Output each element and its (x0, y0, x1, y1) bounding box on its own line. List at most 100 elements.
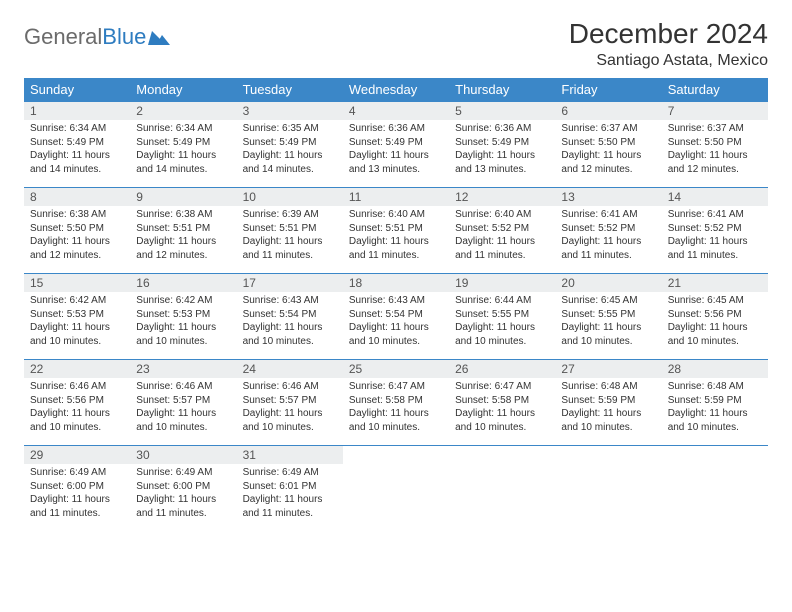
day-number: 7 (662, 102, 768, 120)
weekday-header: Saturday (662, 78, 768, 102)
day-details: Sunrise: 6:47 AMSunset: 5:58 PMDaylight:… (449, 378, 555, 438)
day-details: Sunrise: 6:40 AMSunset: 5:52 PMDaylight:… (449, 206, 555, 266)
empty-cell (449, 446, 555, 532)
calendar-table: SundayMondayTuesdayWednesdayThursdayFrid… (24, 78, 768, 532)
day-number: 26 (449, 360, 555, 378)
day-cell: 22Sunrise: 6:46 AMSunset: 5:56 PMDayligh… (24, 360, 130, 446)
day-cell: 16Sunrise: 6:42 AMSunset: 5:53 PMDayligh… (130, 274, 236, 360)
day-details: Sunrise: 6:41 AMSunset: 5:52 PMDaylight:… (555, 206, 661, 266)
day-cell: 6Sunrise: 6:37 AMSunset: 5:50 PMDaylight… (555, 102, 661, 188)
day-cell: 9Sunrise: 6:38 AMSunset: 5:51 PMDaylight… (130, 188, 236, 274)
day-number: 29 (24, 446, 130, 464)
day-number: 14 (662, 188, 768, 206)
day-details: Sunrise: 6:42 AMSunset: 5:53 PMDaylight:… (130, 292, 236, 352)
day-cell: 11Sunrise: 6:40 AMSunset: 5:51 PMDayligh… (343, 188, 449, 274)
month-title: December 2024 (569, 18, 768, 50)
day-details: Sunrise: 6:36 AMSunset: 5:49 PMDaylight:… (343, 120, 449, 180)
weekday-header: Wednesday (343, 78, 449, 102)
day-cell: 28Sunrise: 6:48 AMSunset: 5:59 PMDayligh… (662, 360, 768, 446)
day-cell: 23Sunrise: 6:46 AMSunset: 5:57 PMDayligh… (130, 360, 236, 446)
day-details: Sunrise: 6:49 AMSunset: 6:00 PMDaylight:… (24, 464, 130, 524)
day-cell: 19Sunrise: 6:44 AMSunset: 5:55 PMDayligh… (449, 274, 555, 360)
day-details: Sunrise: 6:43 AMSunset: 5:54 PMDaylight:… (343, 292, 449, 352)
calendar-page: GeneralBlue December 2024 Santiago Astat… (0, 0, 792, 542)
day-details: Sunrise: 6:49 AMSunset: 6:01 PMDaylight:… (237, 464, 343, 524)
day-cell: 12Sunrise: 6:40 AMSunset: 5:52 PMDayligh… (449, 188, 555, 274)
day-details: Sunrise: 6:46 AMSunset: 5:57 PMDaylight:… (237, 378, 343, 438)
day-details: Sunrise: 6:37 AMSunset: 5:50 PMDaylight:… (662, 120, 768, 180)
day-cell: 27Sunrise: 6:48 AMSunset: 5:59 PMDayligh… (555, 360, 661, 446)
day-details: Sunrise: 6:45 AMSunset: 5:55 PMDaylight:… (555, 292, 661, 352)
day-number: 3 (237, 102, 343, 120)
day-details: Sunrise: 6:46 AMSunset: 5:57 PMDaylight:… (130, 378, 236, 438)
day-details: Sunrise: 6:49 AMSunset: 6:00 PMDaylight:… (130, 464, 236, 524)
calendar-head: SundayMondayTuesdayWednesdayThursdayFrid… (24, 78, 768, 102)
day-cell: 31Sunrise: 6:49 AMSunset: 6:01 PMDayligh… (237, 446, 343, 532)
day-details: Sunrise: 6:36 AMSunset: 5:49 PMDaylight:… (449, 120, 555, 180)
day-number: 9 (130, 188, 236, 206)
weekday-header: Monday (130, 78, 236, 102)
location: Santiago Astata, Mexico (569, 52, 768, 70)
day-cell: 24Sunrise: 6:46 AMSunset: 5:57 PMDayligh… (237, 360, 343, 446)
logo-icon (148, 29, 170, 45)
day-cell: 17Sunrise: 6:43 AMSunset: 5:54 PMDayligh… (237, 274, 343, 360)
day-number: 12 (449, 188, 555, 206)
day-number: 19 (449, 274, 555, 292)
weekday-header: Sunday (24, 78, 130, 102)
day-details: Sunrise: 6:40 AMSunset: 5:51 PMDaylight:… (343, 206, 449, 266)
day-number: 6 (555, 102, 661, 120)
header: GeneralBlue December 2024 Santiago Astat… (24, 18, 768, 70)
empty-cell (343, 446, 449, 532)
day-number: 16 (130, 274, 236, 292)
day-cell: 4Sunrise: 6:36 AMSunset: 5:49 PMDaylight… (343, 102, 449, 188)
logo: GeneralBlue (24, 18, 170, 50)
day-cell: 7Sunrise: 6:37 AMSunset: 5:50 PMDaylight… (662, 102, 768, 188)
day-cell: 14Sunrise: 6:41 AMSunset: 5:52 PMDayligh… (662, 188, 768, 274)
day-cell: 25Sunrise: 6:47 AMSunset: 5:58 PMDayligh… (343, 360, 449, 446)
day-details: Sunrise: 6:42 AMSunset: 5:53 PMDaylight:… (24, 292, 130, 352)
day-number: 22 (24, 360, 130, 378)
day-cell: 2Sunrise: 6:34 AMSunset: 5:49 PMDaylight… (130, 102, 236, 188)
day-number: 25 (343, 360, 449, 378)
day-cell: 21Sunrise: 6:45 AMSunset: 5:56 PMDayligh… (662, 274, 768, 360)
day-number: 20 (555, 274, 661, 292)
weekday-header: Tuesday (237, 78, 343, 102)
calendar-body: 1Sunrise: 6:34 AMSunset: 5:49 PMDaylight… (24, 102, 768, 532)
day-number: 1 (24, 102, 130, 120)
day-cell: 26Sunrise: 6:47 AMSunset: 5:58 PMDayligh… (449, 360, 555, 446)
day-details: Sunrise: 6:34 AMSunset: 5:49 PMDaylight:… (24, 120, 130, 180)
day-number: 2 (130, 102, 236, 120)
day-number: 4 (343, 102, 449, 120)
day-details: Sunrise: 6:35 AMSunset: 5:49 PMDaylight:… (237, 120, 343, 180)
day-number: 8 (24, 188, 130, 206)
day-details: Sunrise: 6:46 AMSunset: 5:56 PMDaylight:… (24, 378, 130, 438)
day-cell: 10Sunrise: 6:39 AMSunset: 5:51 PMDayligh… (237, 188, 343, 274)
day-details: Sunrise: 6:48 AMSunset: 5:59 PMDaylight:… (662, 378, 768, 438)
day-number: 15 (24, 274, 130, 292)
logo-text-2: Blue (102, 24, 146, 50)
day-details: Sunrise: 6:43 AMSunset: 5:54 PMDaylight:… (237, 292, 343, 352)
day-number: 23 (130, 360, 236, 378)
day-details: Sunrise: 6:37 AMSunset: 5:50 PMDaylight:… (555, 120, 661, 180)
title-block: December 2024 Santiago Astata, Mexico (569, 18, 768, 70)
day-cell: 5Sunrise: 6:36 AMSunset: 5:49 PMDaylight… (449, 102, 555, 188)
day-number: 13 (555, 188, 661, 206)
day-cell: 29Sunrise: 6:49 AMSunset: 6:00 PMDayligh… (24, 446, 130, 532)
logo-text-1: General (24, 24, 102, 50)
day-cell: 15Sunrise: 6:42 AMSunset: 5:53 PMDayligh… (24, 274, 130, 360)
day-number: 18 (343, 274, 449, 292)
day-number: 5 (449, 102, 555, 120)
day-number: 11 (343, 188, 449, 206)
day-details: Sunrise: 6:44 AMSunset: 5:55 PMDaylight:… (449, 292, 555, 352)
day-number: 27 (555, 360, 661, 378)
day-number: 28 (662, 360, 768, 378)
day-details: Sunrise: 6:38 AMSunset: 5:51 PMDaylight:… (130, 206, 236, 266)
weekday-header: Friday (555, 78, 661, 102)
day-number: 21 (662, 274, 768, 292)
empty-cell (662, 446, 768, 532)
day-details: Sunrise: 6:45 AMSunset: 5:56 PMDaylight:… (662, 292, 768, 352)
day-cell: 8Sunrise: 6:38 AMSunset: 5:50 PMDaylight… (24, 188, 130, 274)
day-details: Sunrise: 6:39 AMSunset: 5:51 PMDaylight:… (237, 206, 343, 266)
day-number: 30 (130, 446, 236, 464)
day-cell: 13Sunrise: 6:41 AMSunset: 5:52 PMDayligh… (555, 188, 661, 274)
